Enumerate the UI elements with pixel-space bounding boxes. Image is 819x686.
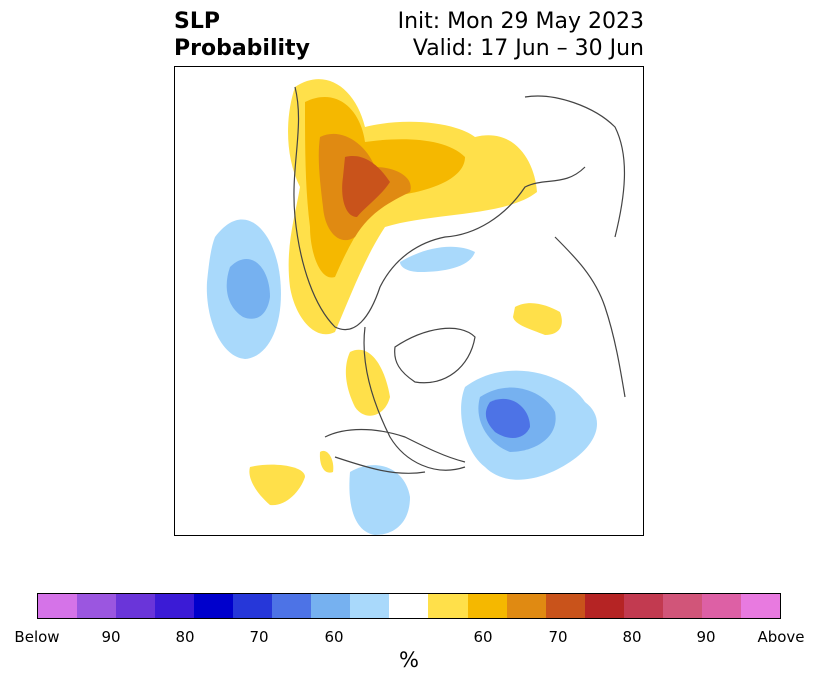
colorbar-tick-label: 70: [548, 628, 568, 646]
colorbar-segment: [38, 594, 78, 618]
colorbar-segment: [233, 594, 273, 618]
colorbar-segment: [116, 594, 156, 618]
colorbar-segment: [194, 594, 234, 618]
colorbar-segment: [701, 594, 741, 618]
colorbar-tick-label: 60: [324, 628, 344, 646]
init-date: Init: Mon 29 May 2023: [397, 9, 644, 34]
below-anomaly-atlantic: [206, 219, 281, 359]
colorbar-segment: [545, 594, 585, 618]
title-line-2: Probability: [174, 36, 310, 61]
date-info: Init: Mon 29 May 2023 Valid: 17 Jun – 30…: [398, 8, 644, 62]
colorbar-segment: [428, 594, 468, 618]
above-anomaly-pacific: [249, 450, 334, 506]
valid-date: Valid: 17 Jun – 30 Jun: [412, 36, 644, 61]
colorbar-segment: [467, 594, 507, 618]
colorbar-segment: [155, 594, 195, 618]
colorbar-tick-label: 90: [696, 628, 716, 646]
colorbar-label: %: [399, 648, 419, 672]
colorbar-segment: [584, 594, 624, 618]
colorbar-tick-label: 70: [249, 628, 269, 646]
colorbar-segment: [350, 594, 390, 618]
below-anomaly-north-atlantic: [461, 370, 597, 480]
colorbar-tick-label: Below: [14, 628, 60, 646]
colorbar-segment: [311, 594, 351, 618]
colorbar-tick-label: 80: [622, 628, 642, 646]
above-anomaly-siberia: [513, 303, 562, 335]
below-anomaly-arctic: [400, 246, 475, 272]
colorbar-segment: [272, 594, 312, 618]
colorbar-segment: [623, 594, 663, 618]
colorbar-segment: [662, 594, 702, 618]
colorbar-segment: [389, 594, 429, 618]
colorbar-segment: [77, 594, 117, 618]
map-canvas: [206, 79, 626, 535]
above-anomaly-canada: [345, 349, 390, 416]
colorbar: [37, 593, 781, 619]
colorbar-tick-label: 90: [101, 628, 121, 646]
colorbar-tick-label: 80: [175, 628, 195, 646]
map-title: SLP Probability: [174, 8, 310, 62]
above-anomaly-eurasia: [288, 79, 537, 335]
coastlines: [293, 86, 626, 474]
probability-map: [174, 66, 644, 536]
title-line-1: SLP: [174, 9, 220, 34]
colorbar-segment: [506, 594, 546, 618]
colorbar-segment: [740, 594, 780, 618]
colorbar-tick-label: Above: [757, 628, 805, 646]
colorbar-tick-label: 60: [473, 628, 493, 646]
below-anomaly-southern-us: [349, 465, 410, 535]
